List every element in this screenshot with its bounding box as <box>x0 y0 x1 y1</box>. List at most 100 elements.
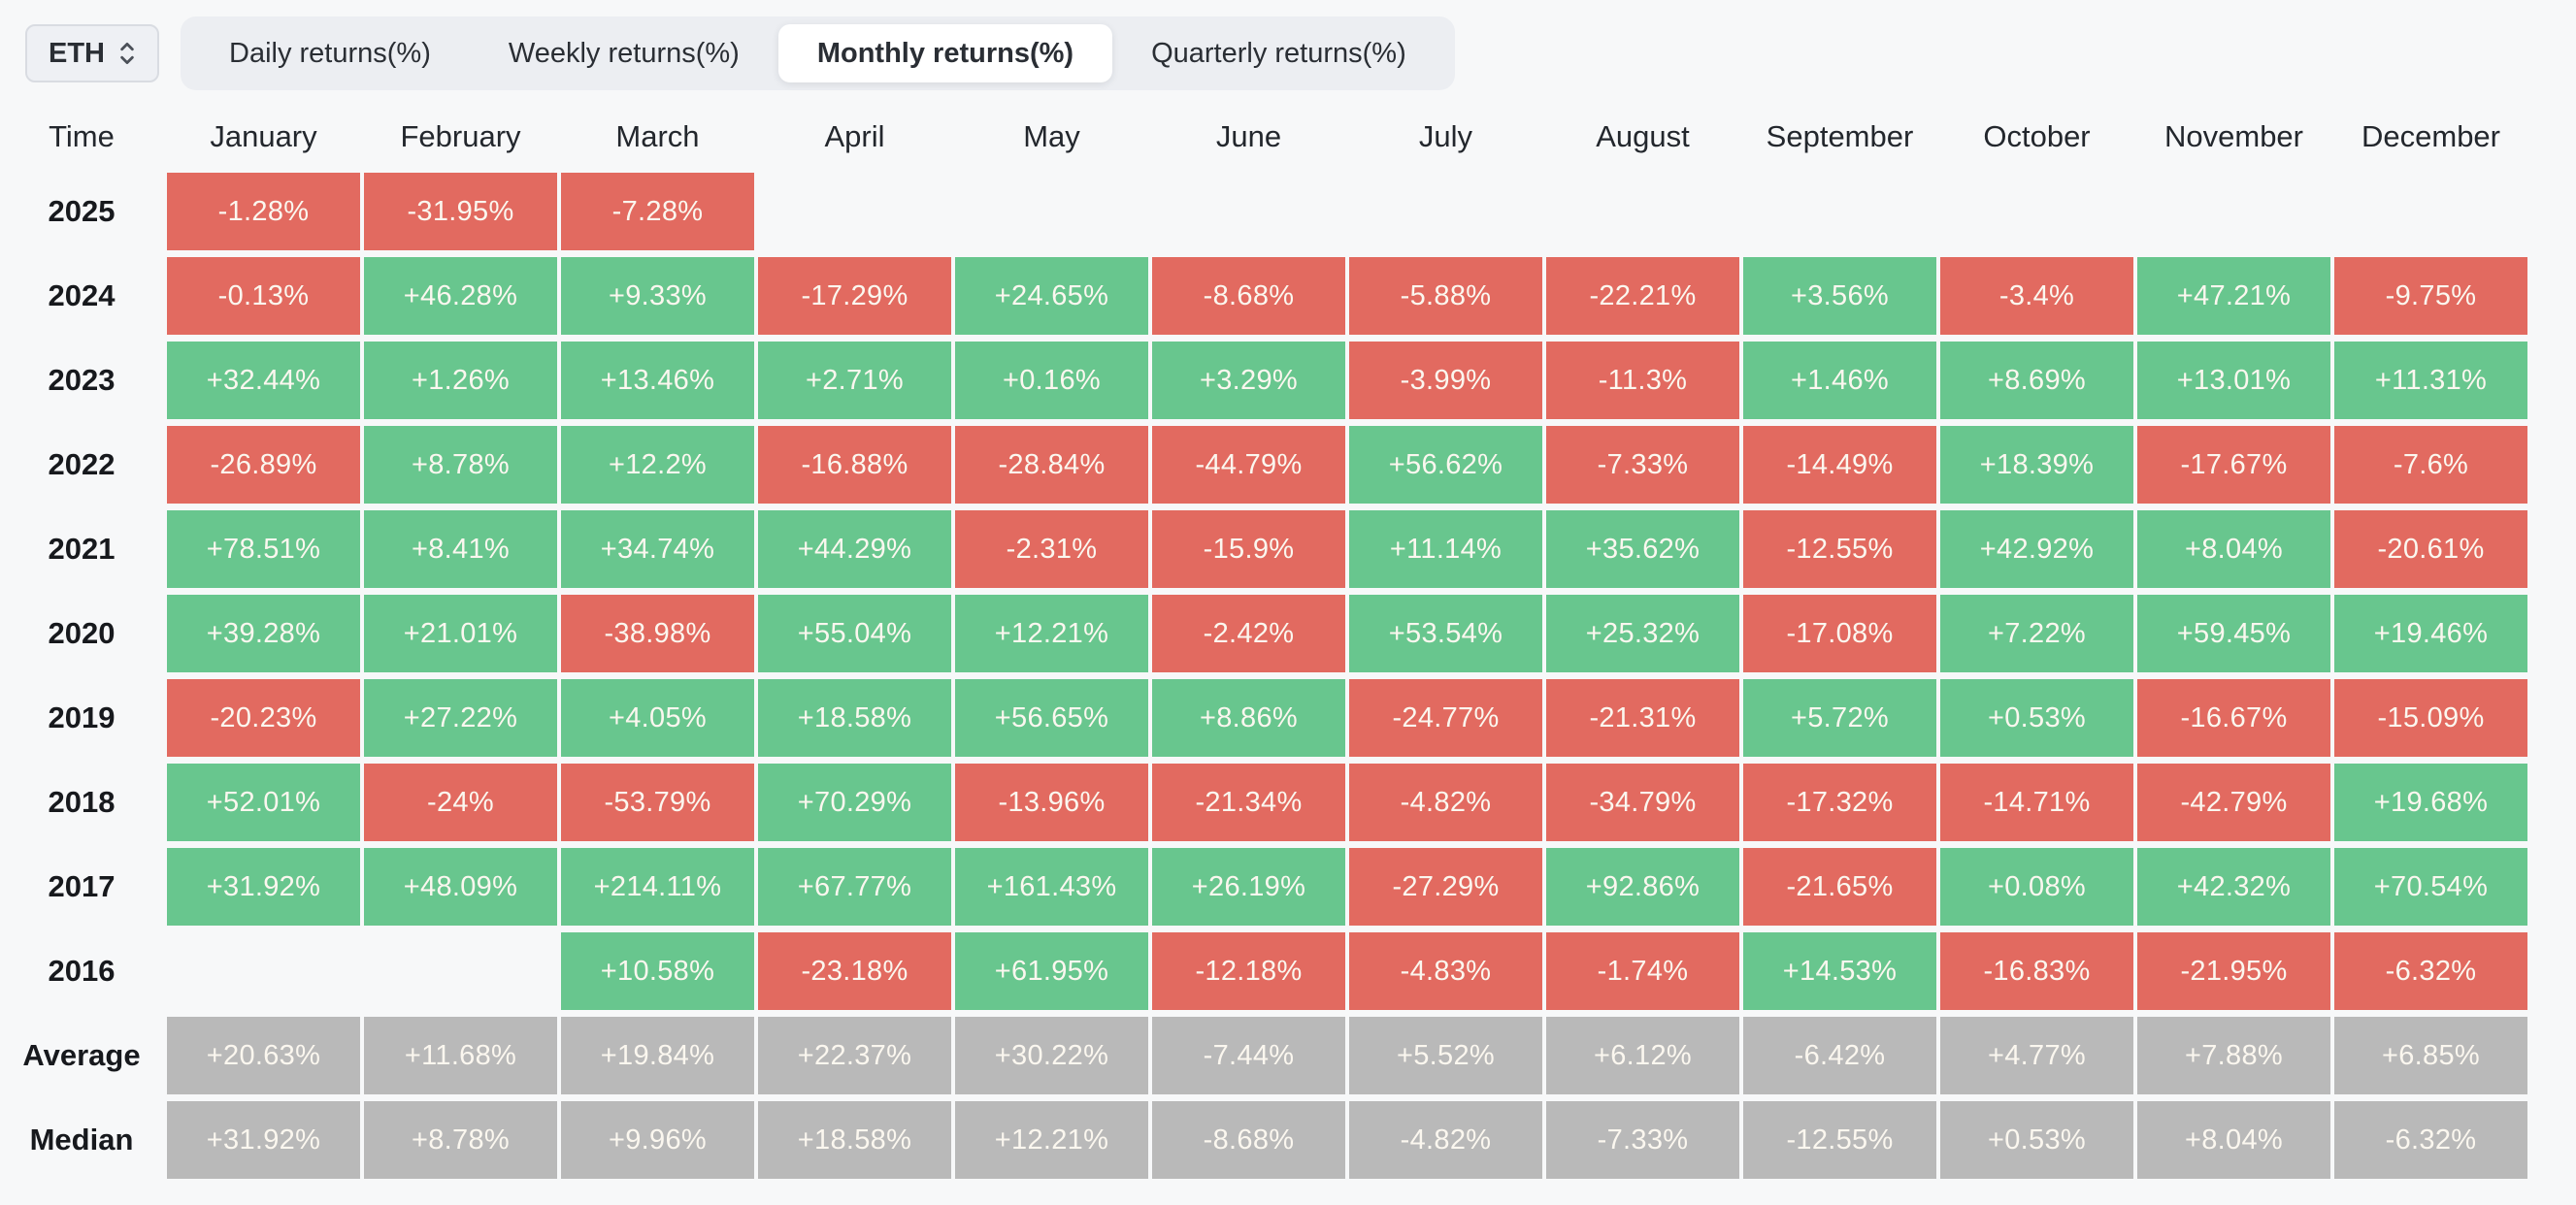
row-label: Median <box>29 1123 134 1156</box>
return-cell: +8.69% <box>1940 342 2133 419</box>
return-cell: +53.54% <box>1349 595 1542 672</box>
return-cell: +11.14% <box>1349 510 1542 588</box>
tab-quarterly-returns[interactable]: Quarterly returns(%) <box>1112 24 1445 82</box>
return-cell: +47.21% <box>2137 257 2330 335</box>
return-cell: -9.75% <box>2334 257 2527 335</box>
return-cell: -17.67% <box>2137 426 2330 504</box>
return-cell: +11.68% <box>364 1017 557 1094</box>
return-cell: -7.6% <box>2334 426 2527 504</box>
return-cell: +39.28% <box>167 595 360 672</box>
empty-cell <box>1940 173 2133 250</box>
return-cell: -12.55% <box>1743 510 1936 588</box>
return-cell: +8.04% <box>2137 510 2330 588</box>
return-cell: +34.74% <box>561 510 754 588</box>
return-cell: +1.26% <box>364 342 557 419</box>
return-cell: +0.16% <box>955 342 1148 419</box>
row-label: 2018 <box>48 785 116 819</box>
return-cell: +19.46% <box>2334 595 2527 672</box>
row-label: 2021 <box>48 532 116 566</box>
empty-cell <box>2137 173 2330 250</box>
return-cell: +2.71% <box>758 342 951 419</box>
return-cell: -24% <box>364 764 557 841</box>
row-label: 2023 <box>48 363 116 397</box>
return-cell: -8.68% <box>1152 257 1345 335</box>
return-cell: +26.19% <box>1152 848 1345 926</box>
return-cell: +9.33% <box>561 257 754 335</box>
return-cell: +22.37% <box>758 1017 951 1094</box>
return-cell: +61.95% <box>955 932 1148 1010</box>
monthly-returns-table: Time January February March April May June Jul… <box>0 101 2576 1179</box>
return-cell: +7.88% <box>2137 1017 2330 1094</box>
return-cell: +4.05% <box>561 679 754 757</box>
return-cell: -2.42% <box>1152 595 1345 672</box>
tab-label: Monthly returns(%) <box>816 37 1074 69</box>
return-cell: -26.89% <box>167 426 360 504</box>
empty-cell <box>1349 173 1542 250</box>
return-cell: -17.08% <box>1743 595 1936 672</box>
return-cell: -7.33% <box>1546 426 1739 504</box>
return-cell: +24.65% <box>955 257 1148 335</box>
return-cell: -3.4% <box>1940 257 2133 335</box>
row-label: 2017 <box>48 869 116 903</box>
tab-label: Daily returns(%) <box>229 37 431 69</box>
return-cell: -12.18% <box>1152 932 1345 1010</box>
returns-table-body: 2025 -1.28% -31.95% -7.28% 2024 -0.13% +46.28%… <box>0 173 2527 1179</box>
return-cell: -4.82% <box>1349 1101 1542 1179</box>
return-cell: +6.12% <box>1546 1017 1739 1094</box>
tab-label: Quarterly returns(%) <box>1151 37 1406 69</box>
return-cell: +52.01% <box>167 764 360 841</box>
return-cell: -8.68% <box>1152 1101 1345 1179</box>
return-cell: +0.53% <box>1940 1101 2133 1179</box>
asset-selector[interactable]: ETH <box>25 24 159 82</box>
tab-label: Weekly returns(%) <box>508 37 740 69</box>
empty-cell <box>167 932 360 1010</box>
return-cell: +0.08% <box>1940 848 2133 926</box>
row-label: 2025 <box>48 194 116 228</box>
return-cell: -38.98% <box>561 595 754 672</box>
row-label: 2024 <box>48 278 116 312</box>
return-cell: -21.95% <box>2137 932 2330 1010</box>
return-cell: +48.09% <box>364 848 557 926</box>
asset-selector-value: ETH <box>49 37 105 69</box>
return-cell: +0.53% <box>1940 679 2133 757</box>
return-cell: +70.54% <box>2334 848 2527 926</box>
tab-monthly-returns[interactable]: Monthly returns(%) <box>777 24 1113 82</box>
return-cell: +8.78% <box>364 426 557 504</box>
return-cell: -7.33% <box>1546 1101 1739 1179</box>
return-cell: +30.22% <box>955 1017 1148 1094</box>
return-cell: -42.79% <box>2137 764 2330 841</box>
return-cell: +3.56% <box>1743 257 1936 335</box>
month-header: February <box>400 119 521 153</box>
row-label: 2019 <box>48 700 116 734</box>
return-cell: -16.88% <box>758 426 951 504</box>
tab-weekly-returns[interactable]: Weekly returns(%) <box>470 24 778 82</box>
month-header: November <box>2164 119 2303 153</box>
empty-cell <box>1743 173 1936 250</box>
return-cell: -44.79% <box>1152 426 1345 504</box>
return-cell: +19.84% <box>561 1017 754 1094</box>
return-cell: +27.22% <box>364 679 557 757</box>
return-cell: +59.45% <box>2137 595 2330 672</box>
return-cell: -15.9% <box>1152 510 1345 588</box>
return-cell: -4.83% <box>1349 932 1542 1010</box>
return-cell: +8.04% <box>2137 1101 2330 1179</box>
return-cell: +31.92% <box>167 848 360 926</box>
return-cell: +10.58% <box>561 932 754 1010</box>
return-cell: +78.51% <box>167 510 360 588</box>
tab-daily-returns[interactable]: Daily returns(%) <box>190 24 470 82</box>
return-cell: -13.96% <box>955 764 1148 841</box>
month-header-row: Time January February March April May June Jul… <box>0 101 2527 173</box>
return-cell: +6.85% <box>2334 1017 2527 1094</box>
return-cell: +5.52% <box>1349 1017 1542 1094</box>
return-cell: +13.01% <box>2137 342 2330 419</box>
return-cell: +32.44% <box>167 342 360 419</box>
return-cell: -6.32% <box>2334 932 2527 1010</box>
topbar: ETH Daily returns(%) Weekly returns(%) M… <box>0 0 2576 101</box>
return-cell: -11.3% <box>1546 342 1739 419</box>
return-cell: -2.31% <box>955 510 1148 588</box>
return-cell: +8.41% <box>364 510 557 588</box>
return-cell: +8.86% <box>1152 679 1345 757</box>
empty-cell <box>1152 173 1345 250</box>
return-cell: -3.99% <box>1349 342 1542 419</box>
time-column-header: Time <box>49 119 115 153</box>
